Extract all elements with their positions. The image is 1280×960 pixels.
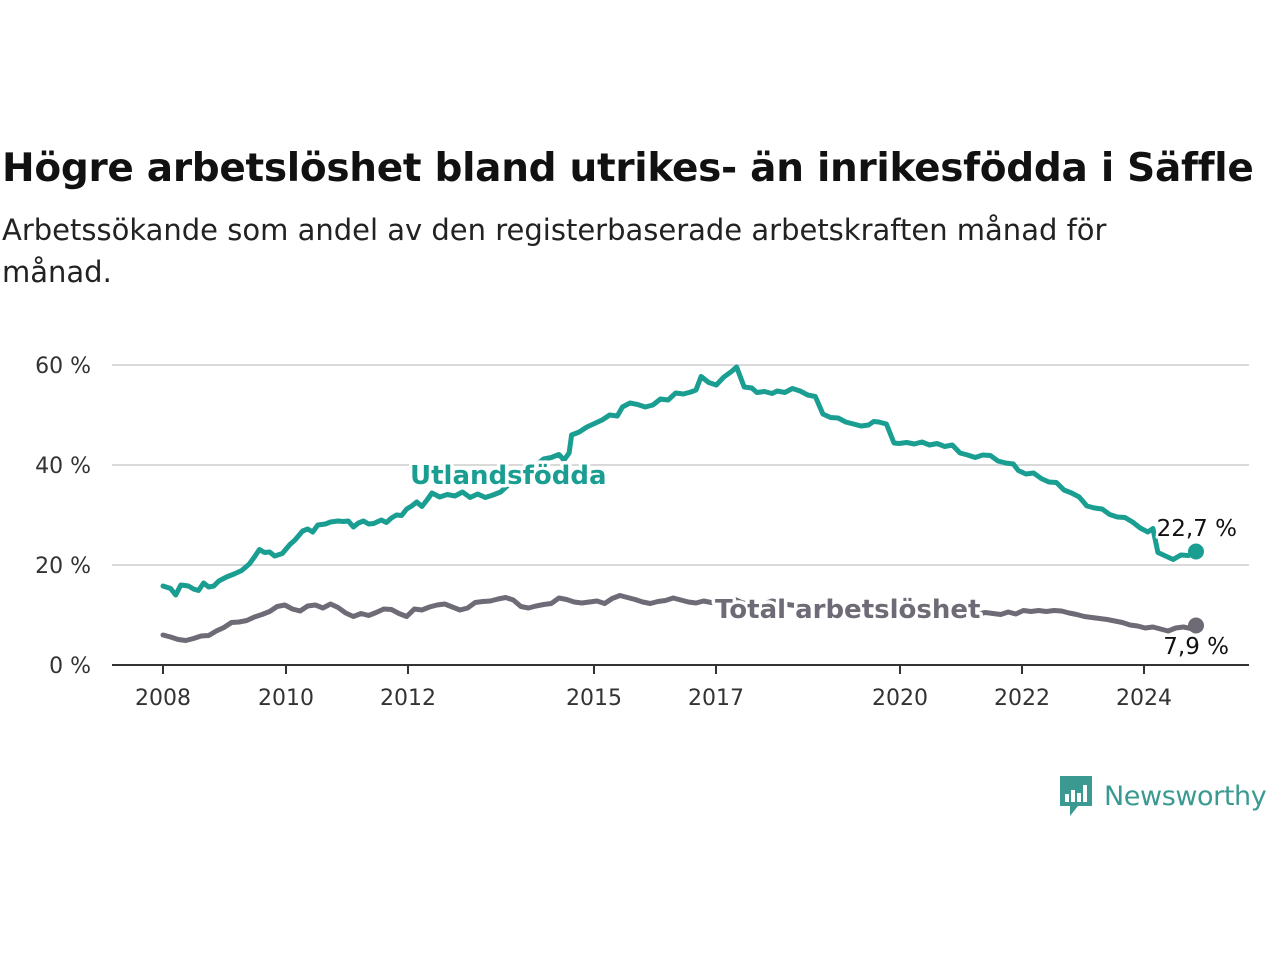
series-label-utlandsfodda: Utlandsfödda [410,461,607,491]
end-value-total: 7,9 % [1163,634,1229,660]
series-end-marker [1188,617,1204,634]
newsworthy-logo-icon [1060,776,1092,816]
series-end-marker [1188,543,1204,560]
series-line-total [160,593,1199,643]
x-tick-label: 2017 [688,686,744,711]
x-axis-ticks: 2008 2010 2012 2015 2017 2020 2022 2024 [135,665,1172,711]
series-line-utlandsfodda [160,364,1199,598]
x-tick-label: 2024 [1116,686,1172,711]
x-tick-label: 2010 [258,686,314,711]
newsworthy-logo: Newsworthy [1058,774,1267,818]
y-tick-label: 60 % [35,354,91,379]
x-tick-label: 2008 [135,686,191,711]
chart-title: Högre arbetslöshet bland utrikes- än inr… [2,146,1254,191]
y-axis-ticks: 0 % 20 % 40 % 60 % [35,354,91,679]
brand-name: Newsworthy [1104,780,1267,812]
x-tick-label: 2012 [380,686,436,711]
series-labels: Utlandsfödda Total arbetslöshet 22,7 % 7… [407,458,1240,663]
x-tick-label: 2015 [566,686,622,711]
y-tick-label: 20 % [35,554,91,579]
x-tick-label: 2022 [994,686,1050,711]
series-label-total: Total arbetslöshet [715,595,980,625]
series-lines [160,364,1204,643]
gridlines [112,364,1249,566]
chart-subtitle: Arbetssökande som andel av den registerb… [2,213,1107,289]
y-tick-label: 0 % [49,654,91,679]
y-tick-label: 40 % [35,454,91,479]
x-tick-label: 2020 [872,686,928,711]
end-value-utlandsfodda: 22,7 % [1157,516,1237,542]
